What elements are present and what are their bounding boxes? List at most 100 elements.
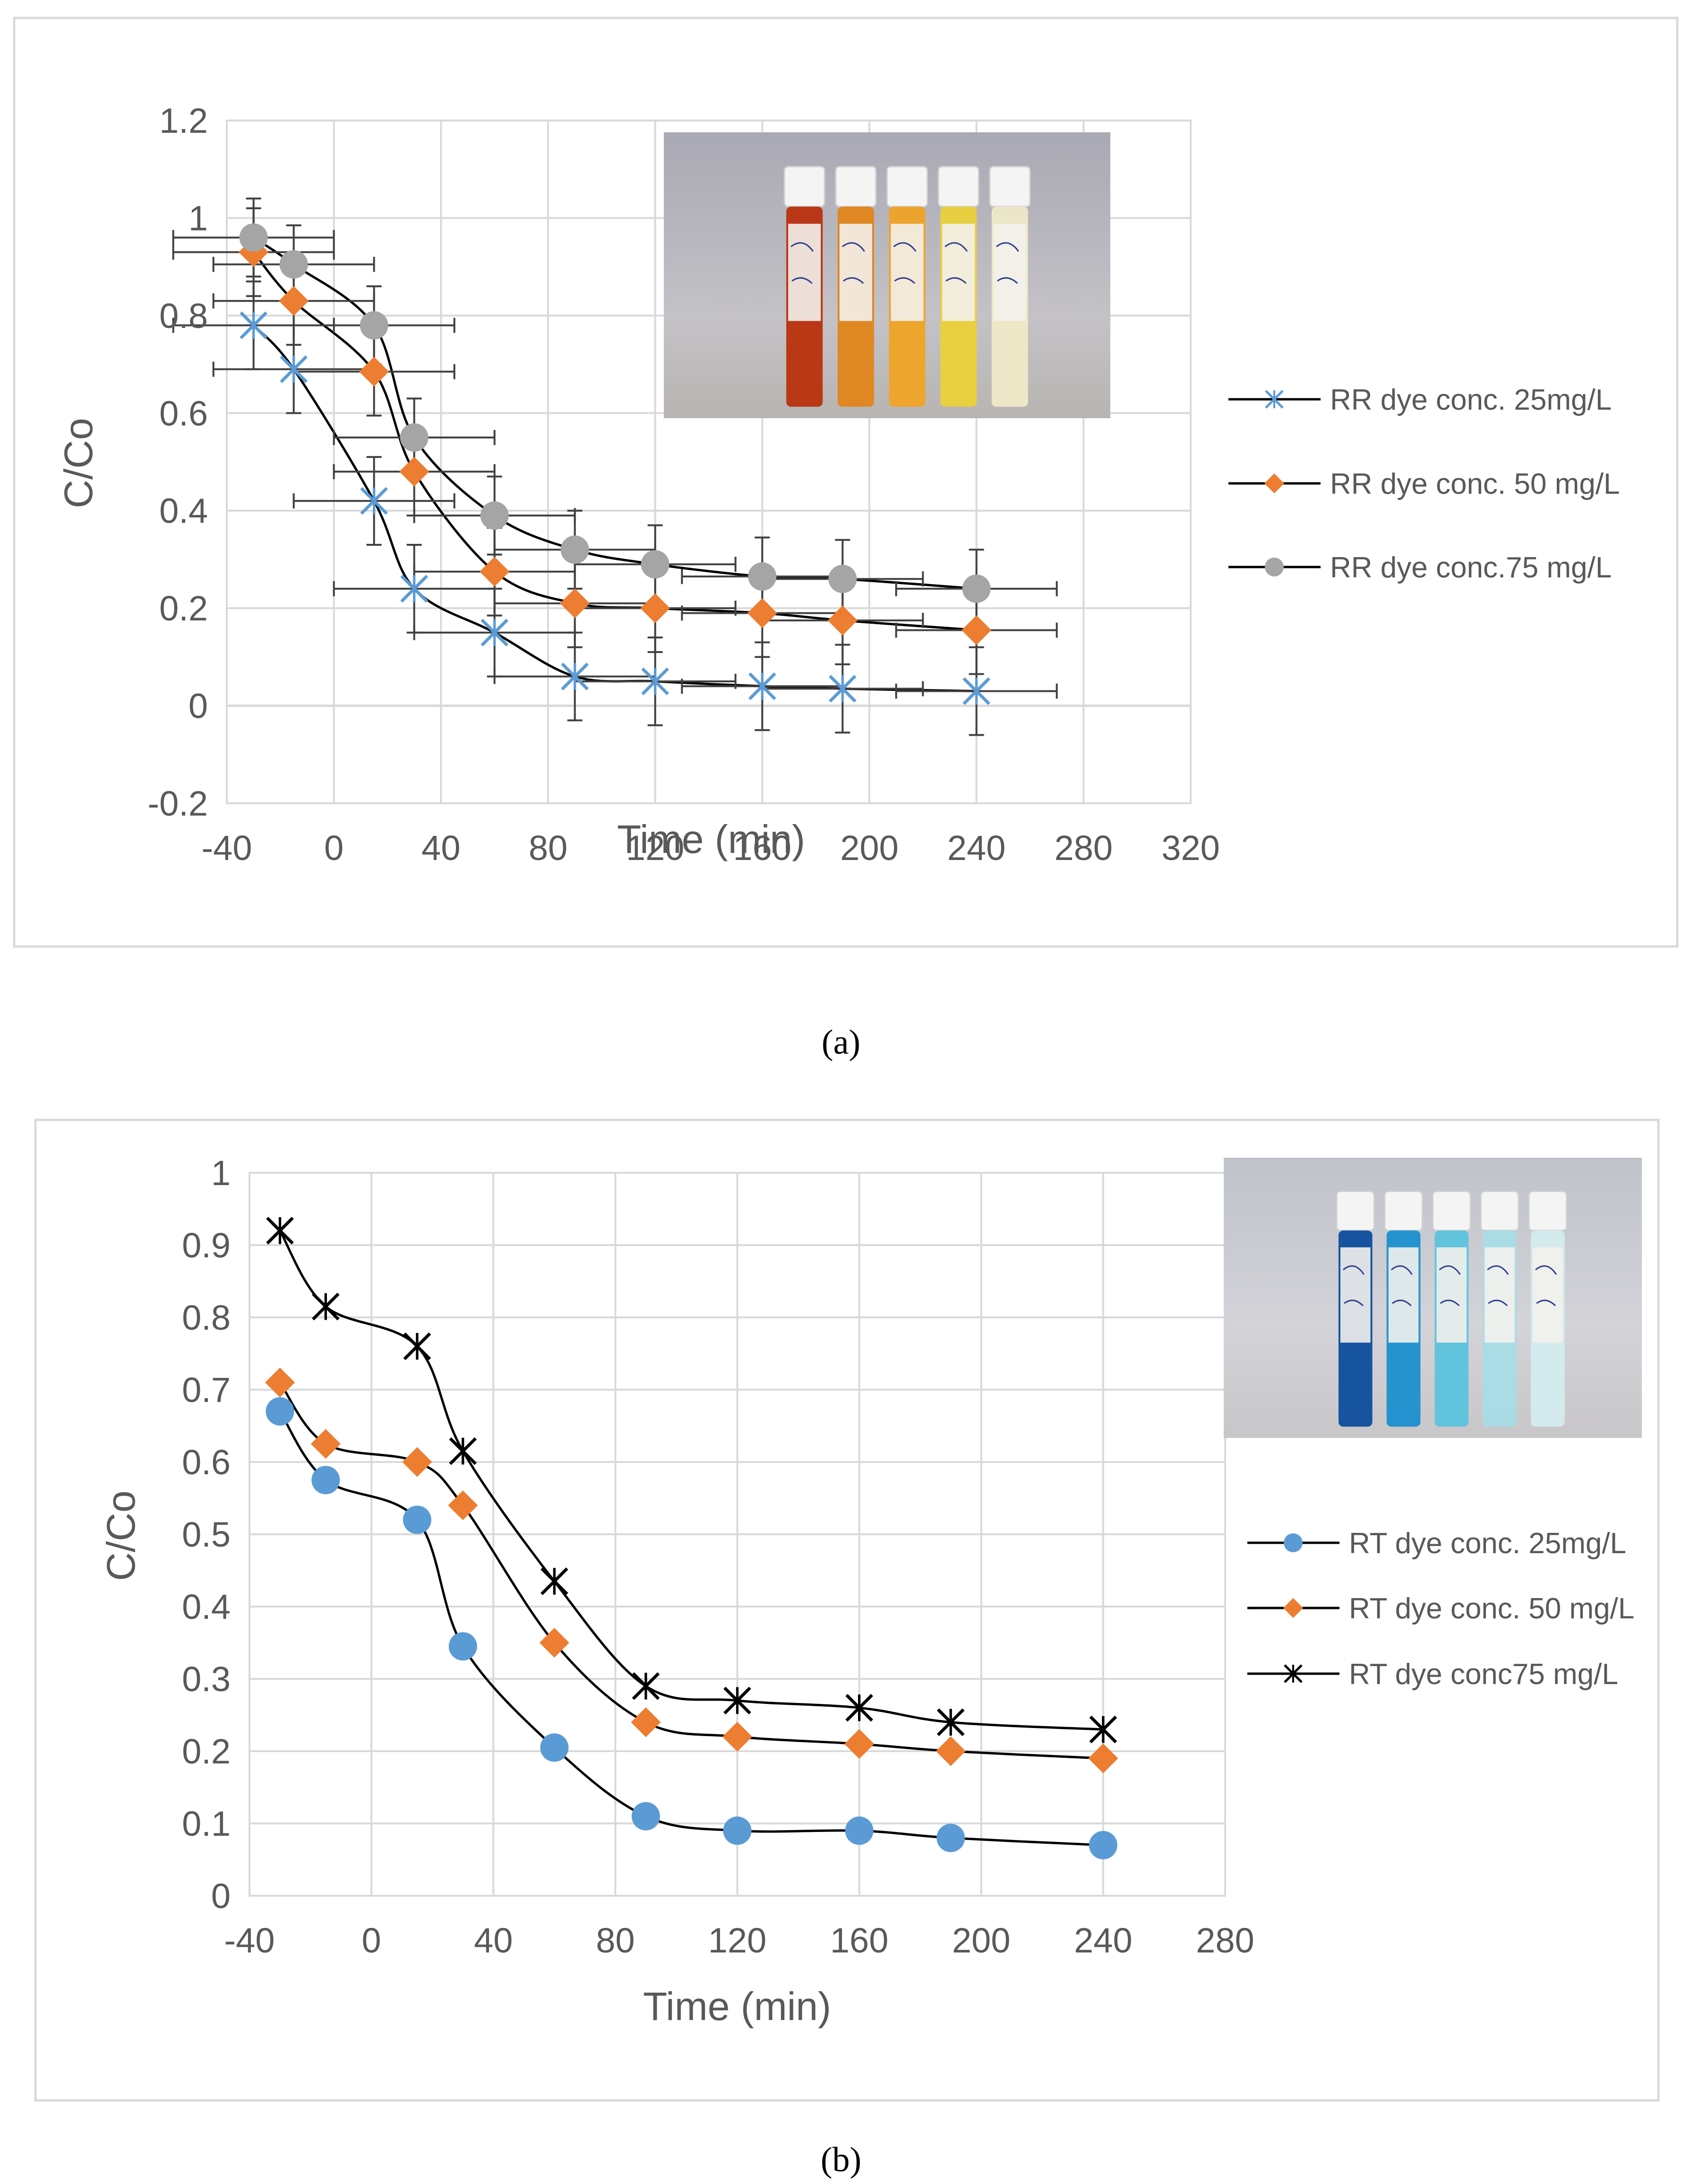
panel-a-y-axis-label: C/Co — [56, 418, 101, 508]
panel-b-series-0-point — [845, 1816, 874, 1845]
panel-a-x-tick-label: 280 — [1055, 828, 1113, 868]
panel-b-series-1-point — [936, 1736, 966, 1766]
panel-b-vial — [1384, 1190, 1423, 1427]
panel-b-legend-marker — [1284, 1664, 1303, 1683]
panel-b-legend-item: RT dye conc. 25mg/L — [1247, 1527, 1626, 1560]
panel-a-x-tick-label: 200 — [840, 828, 898, 868]
panel-a-x-tick-label: 80 — [529, 828, 567, 868]
panel-b-legend-item: RT dye conc. 50 mg/L — [1247, 1592, 1634, 1625]
panel-a-vial — [783, 166, 825, 407]
panel-a-series-0-point — [561, 662, 589, 690]
panel-b-legend-item: RT dye conc75 mg/L — [1247, 1658, 1618, 1691]
panel-a-series-0-point — [240, 311, 268, 339]
panel-a-legend-item: RR dye conc. 50 mg/L — [1228, 468, 1620, 500]
panel-a-x-tick-label: 40 — [421, 828, 460, 868]
panel-a-series-1-line — [252, 251, 977, 632]
panel-a-series-2-line — [253, 236, 977, 590]
panel-b-series-2-point — [723, 1686, 751, 1715]
panel-b-series-0-point — [1089, 1831, 1117, 1859]
panel-b-series-0-point — [936, 1823, 965, 1852]
panel-a-series-2-point — [239, 223, 268, 252]
panel-b-series-2-point — [266, 1217, 294, 1245]
panel-a-series-2-point — [279, 250, 308, 279]
panel-a: -40 0 40 80 120 160 200 240 280 320 -0.2 0 0.2 0.4 0.… — [13, 17, 1679, 948]
panel-b-x-tick-label: 40 — [474, 1921, 513, 1960]
panel-b-x-tick-label: 120 — [708, 1921, 766, 1960]
panel-b-series-0-point — [311, 1466, 340, 1495]
panel-a-series-1-point — [961, 615, 992, 645]
panel-a-vial — [989, 166, 1031, 407]
panel-a-series-1-point — [399, 456, 429, 487]
panel-a-series-1-point — [279, 286, 309, 316]
panel-a-series-0-point — [641, 667, 670, 696]
panel-a-y-tick-labels: -0.2 0 0.2 0.4 0.6 0.8 1 1.2 — [147, 101, 208, 823]
panel-b-y-tick-labels: 0 0.1 0.2 0.3 0.4 0.5 0.6 0.7 0.8 0.9 1 — [182, 1153, 231, 1916]
panel-b-x-tick-label: -40 — [224, 1921, 275, 1960]
panel-a-caption: (a) — [822, 1023, 860, 1062]
panel-a-series-2-point — [962, 574, 991, 603]
panel-a-y-tick-label: 1 — [189, 198, 208, 238]
panel-b-series-2-line — [279, 1230, 1103, 1731]
panel-a-x-tick-labels: -40 0 40 80 120 160 200 240 280 320 — [202, 828, 1220, 868]
panel-b-series-2-point — [540, 1567, 568, 1595]
panel-b-legend-marker — [1283, 1598, 1303, 1618]
panel-b-y-tick-label: 0.4 — [182, 1587, 231, 1626]
panel-b-y-tick-label: 0.3 — [182, 1659, 231, 1699]
panel-a-x-tick-label: 160 — [733, 828, 791, 868]
panel-a-y-tick-label: 0.6 — [159, 394, 208, 433]
panel-b-series-1-point — [631, 1707, 661, 1737]
panel-a-legend-label: RR dye conc.75 mg/L — [1330, 551, 1612, 584]
panel-b-x-tick-label: 280 — [1196, 1921, 1254, 1960]
panel-a-legend-label: RR dye conc. 25mg/L — [1330, 384, 1612, 416]
panel-a-y-tick-label: 0.8 — [159, 296, 208, 335]
panel-b-caption: (b) — [821, 2141, 861, 2179]
panel-b-series-1-line — [279, 1382, 1103, 1760]
panel-b-series-1-point — [844, 1729, 875, 1759]
panel-a-legend: RR dye conc. 25mg/L RR dye conc. 50 mg/L R… — [1228, 384, 1620, 584]
panel-a-vial — [886, 166, 928, 407]
panel-b-y-tick-label: 0.5 — [182, 1515, 231, 1554]
panel-b-series-2-point — [845, 1694, 873, 1722]
panel-b-series-0-point — [266, 1397, 294, 1426]
panel-a-series-0-point — [481, 619, 509, 647]
panel-b-x-tick-label: 0 — [362, 1921, 381, 1960]
panel-a-y-tick-label: 0.4 — [159, 491, 208, 531]
panel-a-series-0-point — [962, 677, 991, 705]
panel-a-legend-item: RR dye conc.75 mg/L — [1228, 551, 1612, 584]
panel-b-y-tick-label: 0 — [211, 1876, 231, 1916]
panel-a-series-2-point — [748, 562, 777, 591]
panel-b-y-tick-label: 0.6 — [182, 1443, 231, 1482]
panel-a-series-1-point — [640, 593, 670, 623]
panel-a-legend-item: RR dye conc. 25mg/L — [1228, 384, 1612, 416]
panel-b-series-1-point — [448, 1490, 478, 1521]
panel-a-vial — [835, 166, 877, 407]
panel-a-legend-label: RR dye conc. 50 mg/L — [1330, 468, 1620, 500]
panel-a-series-2-point — [641, 550, 670, 579]
panel-b-y-tick-label: 0.2 — [182, 1732, 231, 1771]
panel-b-y-tick-label: 0.9 — [182, 1226, 231, 1265]
panel-b-x-tick-label: 240 — [1074, 1921, 1132, 1960]
panel-a-legend-marker — [1265, 390, 1284, 409]
panel-b-series-1-point — [722, 1721, 752, 1752]
panel-b-series-0-point — [723, 1816, 752, 1845]
panel-a-x-tick-label: 120 — [626, 828, 684, 868]
panel-b-series-2-point — [632, 1672, 660, 1700]
panel-b-series-1-point — [539, 1628, 569, 1658]
panel-a-series-2-point — [360, 311, 388, 340]
panel-a-y-tick-label: 1.2 — [159, 101, 208, 140]
panel-b-legend-label: RT dye conc. 50 mg/L — [1349, 1592, 1634, 1625]
panel-a-series-2-point — [480, 501, 509, 530]
panel-b-y-tick-label: 0.8 — [182, 1298, 231, 1337]
panel-b: -40 0 40 80 120 160 200 240 280 0 0.1 0.2 0.3 0.4 0.5… — [34, 1118, 1660, 2102]
panel-b-y-axis-label: C/Co — [99, 1490, 143, 1581]
panel-a-series-0-point — [280, 355, 308, 383]
panel-b-legend-marker — [1284, 1533, 1303, 1552]
panel-b-inset-photo — [1224, 1158, 1642, 1438]
panel-b-series-2-point — [1089, 1715, 1117, 1744]
panel-a-series-1-point — [480, 557, 510, 587]
panel-a-series-1-point — [560, 588, 590, 619]
panel-b-vial — [1336, 1190, 1375, 1427]
panel-b-x-tick-labels: -40 0 40 80 120 160 200 240 280 — [224, 1921, 1254, 1960]
panel-a-series-2-point — [560, 535, 589, 564]
panel-a-inset-photo — [664, 132, 1110, 418]
